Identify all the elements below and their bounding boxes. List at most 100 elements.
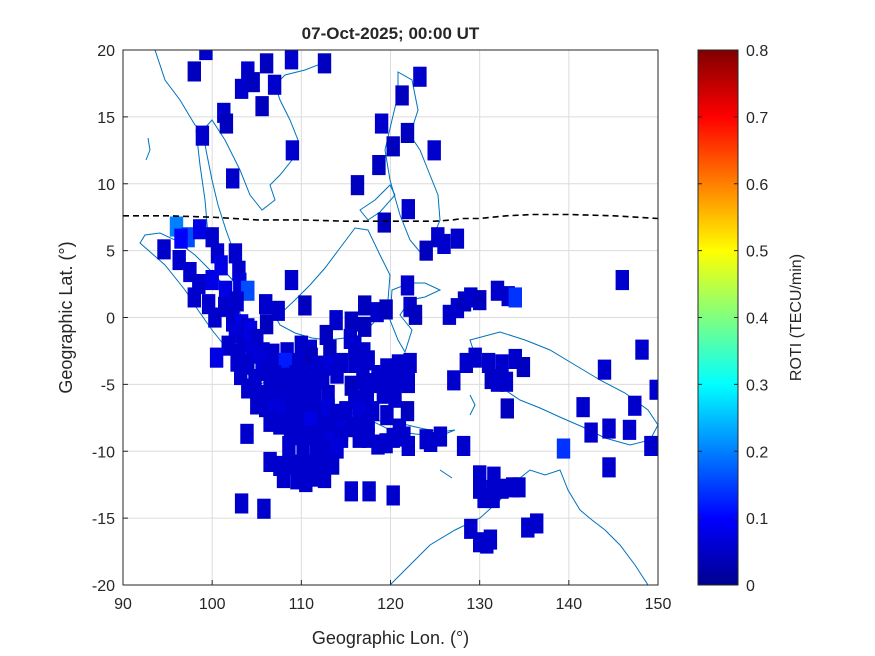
roti-cell xyxy=(362,481,376,502)
roti-cell xyxy=(246,72,260,93)
roti-cell xyxy=(317,53,332,74)
colorbar-tick-label: 0.8 xyxy=(746,43,768,60)
roti-cell xyxy=(195,125,210,146)
y-axis-ticks: 20 15 10 5 0 -5 -10 -15 -20 xyxy=(92,43,128,595)
roti-cell xyxy=(193,219,207,240)
roti-cell xyxy=(576,397,590,418)
roti-cell xyxy=(456,435,471,456)
colorbar-tick-label: 0.2 xyxy=(746,444,768,461)
roti-cell xyxy=(401,199,415,220)
roti-cell xyxy=(372,155,386,176)
roti-cell xyxy=(635,339,649,360)
roti-cell xyxy=(172,250,186,271)
roti-cell xyxy=(376,383,391,404)
chart-title: 07-Oct-2025; 00:00 UT xyxy=(302,24,480,43)
y-axis-label: Geographic Lat. (°) xyxy=(56,241,76,393)
roti-cell xyxy=(348,352,362,373)
roti-cell xyxy=(305,363,319,384)
roti-cell xyxy=(602,418,616,439)
roti-cell xyxy=(508,287,522,308)
roti-cell xyxy=(483,529,498,550)
x-axis-label: Geographic Lon. (°) xyxy=(312,628,469,648)
roti-cell xyxy=(468,347,482,368)
roti-cell xyxy=(413,66,427,87)
roti-cell xyxy=(395,85,409,106)
roti-cell xyxy=(380,405,394,426)
y-tick-label: 20 xyxy=(97,43,115,60)
roti-cell xyxy=(516,357,531,378)
roti-cell xyxy=(205,270,219,291)
roti-cell xyxy=(209,347,224,368)
roti-cell xyxy=(282,435,296,456)
colorbar-tick-label: 0.4 xyxy=(746,311,768,328)
roti-cell xyxy=(486,488,500,509)
colorbar-tick-label: 0.5 xyxy=(746,244,768,261)
roti-cell xyxy=(308,382,322,403)
roti-cell xyxy=(330,438,344,459)
colorbar-tick-label: 0 xyxy=(746,578,755,595)
roti-cell xyxy=(221,335,235,356)
roti-cell xyxy=(419,240,433,261)
colorbar-gradient xyxy=(698,50,738,585)
x-tick-label: 100 xyxy=(199,596,226,613)
roti-cell xyxy=(323,339,337,360)
roti-cell xyxy=(360,383,374,404)
roti-cell xyxy=(259,294,273,315)
roti-cell xyxy=(401,373,415,394)
colorbar-tick-label: 0.3 xyxy=(746,377,768,394)
roti-cell xyxy=(241,280,255,301)
roti-cell xyxy=(377,212,391,233)
colorbar: 0.8 0.7 0.6 0.5 0.4 0.3 0.2 0.1 0 ROTI (TECU/min… xyxy=(697,43,805,595)
roti-cell xyxy=(495,354,509,375)
roti-cell xyxy=(344,481,358,502)
roti-cell xyxy=(615,270,629,291)
roti-cell xyxy=(408,304,423,325)
roti-cell xyxy=(187,61,201,82)
roti-cell xyxy=(284,50,299,70)
roti-cell xyxy=(218,280,233,301)
roti-cell xyxy=(157,239,171,260)
roti-cell xyxy=(309,441,324,462)
roti-cell xyxy=(240,423,254,444)
roti-cell xyxy=(298,295,312,316)
roti-cell xyxy=(644,435,658,456)
y-tick-label: 5 xyxy=(106,244,115,261)
roti-cell xyxy=(374,113,389,134)
roti-cell xyxy=(386,485,400,506)
roti-cell xyxy=(379,433,393,454)
x-tick-label: 90 xyxy=(114,596,132,613)
roti-cell xyxy=(400,275,415,296)
roti-cell xyxy=(447,370,461,391)
roti-cell xyxy=(226,168,240,189)
roti-cell xyxy=(228,243,243,264)
y-tick-label: 0 xyxy=(106,311,115,328)
roti-cell xyxy=(230,291,244,312)
roti-cell xyxy=(628,395,642,416)
roti-cell xyxy=(234,78,249,99)
roti-cell xyxy=(257,498,271,519)
roti-cell xyxy=(187,287,201,308)
roti-cell xyxy=(473,290,487,311)
roti-cell xyxy=(388,387,402,408)
roti-cell xyxy=(423,431,438,452)
roti-cell xyxy=(500,398,514,419)
colorbar-label: ROTI (TECU/min) xyxy=(788,254,805,381)
roti-cell xyxy=(255,96,269,117)
roti-cell xyxy=(437,233,451,254)
roti-cells xyxy=(157,50,658,554)
roti-cell xyxy=(450,228,465,249)
y-tick-label: -10 xyxy=(92,444,115,461)
roti-cell xyxy=(208,307,222,328)
roti-cell xyxy=(219,113,234,134)
roti-cell xyxy=(400,401,415,422)
x-tick-label: 150 xyxy=(645,596,672,613)
roti-cell xyxy=(350,175,365,196)
roti-cell xyxy=(276,468,291,489)
roti-cell xyxy=(499,371,514,392)
roti-cell xyxy=(602,457,616,478)
colorbar-tick-label: 0.6 xyxy=(746,177,768,194)
roti-cell xyxy=(259,53,274,74)
roti-cell xyxy=(317,468,332,489)
colorbar-ticks: 0.8 0.7 0.6 0.5 0.4 0.3 0.2 0.1 0 xyxy=(698,43,768,595)
